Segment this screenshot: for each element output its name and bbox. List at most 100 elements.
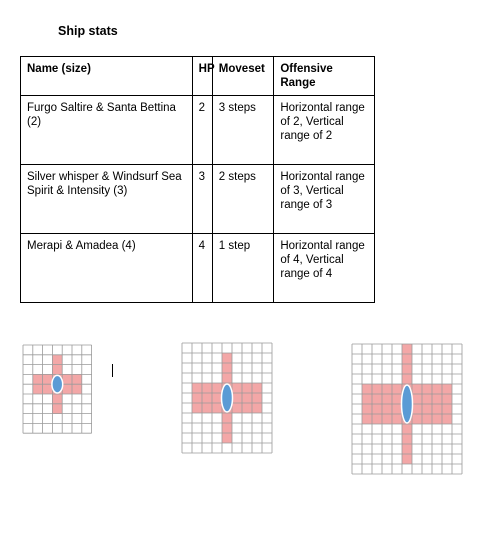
range-cell bbox=[402, 434, 412, 444]
range-cell bbox=[222, 433, 232, 443]
page-title: Ship stats bbox=[58, 24, 118, 38]
cell-hp: 3 bbox=[191, 164, 213, 234]
cell-moveset: 3 steps bbox=[211, 95, 275, 165]
range-cell bbox=[392, 404, 402, 414]
cell-range: Horizontal range of 4, Vertical range of… bbox=[273, 233, 375, 303]
range-cell bbox=[412, 394, 422, 404]
cell-range: Horizontal range of 3, Vertical range of… bbox=[273, 164, 375, 234]
range-cell bbox=[382, 394, 392, 404]
range-cell bbox=[402, 424, 412, 434]
table-row: Merapi & Amadea (4) 4 1 step Horizontal … bbox=[20, 233, 375, 303]
range-cell bbox=[432, 394, 442, 404]
range-cell bbox=[432, 414, 442, 424]
cell-name: Furgo Saltire & Santa Bettina (2) bbox=[20, 95, 193, 165]
range-cell bbox=[252, 403, 262, 413]
range-cell bbox=[412, 414, 422, 424]
range-cell bbox=[422, 404, 432, 414]
range-cell bbox=[72, 374, 82, 385]
range-cell bbox=[42, 374, 53, 385]
range-cell bbox=[402, 344, 412, 354]
range-cell bbox=[362, 404, 372, 414]
range-cell bbox=[212, 403, 222, 413]
range-cell bbox=[232, 403, 242, 413]
range-cell bbox=[202, 383, 212, 393]
range-cell bbox=[392, 394, 402, 404]
range-cell bbox=[402, 354, 412, 364]
table-header-row: Name (size) HP Moveset Offensive Range bbox=[20, 56, 375, 96]
cell-name: Silver whisper & Windsurf Sea Spirit & I… bbox=[20, 164, 193, 234]
cell-hp: 2 bbox=[191, 95, 213, 165]
range-cell bbox=[442, 384, 452, 394]
range-cell bbox=[362, 414, 372, 424]
range-cell bbox=[212, 383, 222, 393]
range-cell bbox=[382, 384, 392, 394]
range-cell bbox=[52, 364, 63, 375]
range-cell bbox=[422, 384, 432, 394]
range-cell bbox=[392, 414, 402, 424]
range-cell bbox=[432, 404, 442, 414]
range-cell bbox=[382, 414, 392, 424]
range-cell bbox=[192, 403, 202, 413]
range-cell bbox=[412, 404, 422, 414]
range-cell bbox=[252, 383, 262, 393]
range-cell bbox=[212, 393, 222, 403]
range-cell bbox=[402, 364, 412, 374]
range-cell bbox=[252, 393, 262, 403]
ship-marker bbox=[220, 383, 234, 413]
header-range: Offensive Range bbox=[273, 56, 375, 96]
range-cell bbox=[362, 394, 372, 404]
range-cell bbox=[202, 393, 212, 403]
range-cell bbox=[222, 353, 232, 363]
range-cell bbox=[232, 383, 242, 393]
range-cell bbox=[62, 384, 72, 394]
text-cursor bbox=[112, 364, 113, 377]
range-cell bbox=[52, 394, 63, 404]
range-cell bbox=[362, 384, 372, 394]
range-cell bbox=[442, 394, 452, 404]
range-cell bbox=[442, 404, 452, 414]
range-cell bbox=[222, 373, 232, 383]
range-cell bbox=[432, 384, 442, 394]
cell-hp: 4 bbox=[191, 233, 213, 303]
range-cell bbox=[222, 413, 232, 423]
header-moveset: Moveset bbox=[211, 56, 275, 96]
range-grid-small bbox=[22, 344, 92, 434]
range-cell bbox=[32, 384, 43, 394]
range-cell bbox=[42, 384, 53, 394]
cell-range: Horizontal range of 2, Vertical range of… bbox=[273, 95, 375, 165]
range-cell bbox=[202, 403, 212, 413]
range-cell bbox=[422, 394, 432, 404]
range-cell bbox=[222, 363, 232, 373]
range-cell bbox=[62, 374, 72, 385]
range-cell bbox=[412, 384, 422, 394]
range-cell bbox=[242, 393, 252, 403]
range-cell bbox=[372, 404, 382, 414]
cell-moveset: 2 steps bbox=[211, 164, 275, 234]
ship-marker bbox=[400, 384, 414, 424]
range-cell bbox=[72, 384, 82, 394]
range-cell bbox=[402, 454, 412, 464]
range-cell bbox=[442, 414, 452, 424]
cell-moveset: 1 step bbox=[211, 233, 275, 303]
range-cell bbox=[192, 383, 202, 393]
range-grid-medium bbox=[181, 342, 273, 454]
range-cell bbox=[422, 414, 432, 424]
range-cell bbox=[382, 404, 392, 414]
range-cell bbox=[372, 414, 382, 424]
range-cell bbox=[402, 444, 412, 454]
range-grid-large bbox=[351, 343, 463, 475]
range-cell bbox=[372, 384, 382, 394]
range-cell bbox=[372, 394, 382, 404]
range-cell bbox=[232, 393, 242, 403]
range-cell bbox=[52, 403, 63, 414]
ship-stats-table: Name (size) HP Moveset Offensive Range F… bbox=[20, 56, 375, 303]
cell-name: Merapi & Amadea (4) bbox=[20, 233, 193, 303]
range-cell bbox=[32, 374, 43, 385]
range-cell bbox=[402, 374, 412, 384]
range-cell bbox=[192, 393, 202, 403]
range-cell bbox=[392, 384, 402, 394]
range-cell bbox=[242, 403, 252, 413]
ship-marker bbox=[51, 374, 64, 394]
range-cell bbox=[242, 383, 252, 393]
